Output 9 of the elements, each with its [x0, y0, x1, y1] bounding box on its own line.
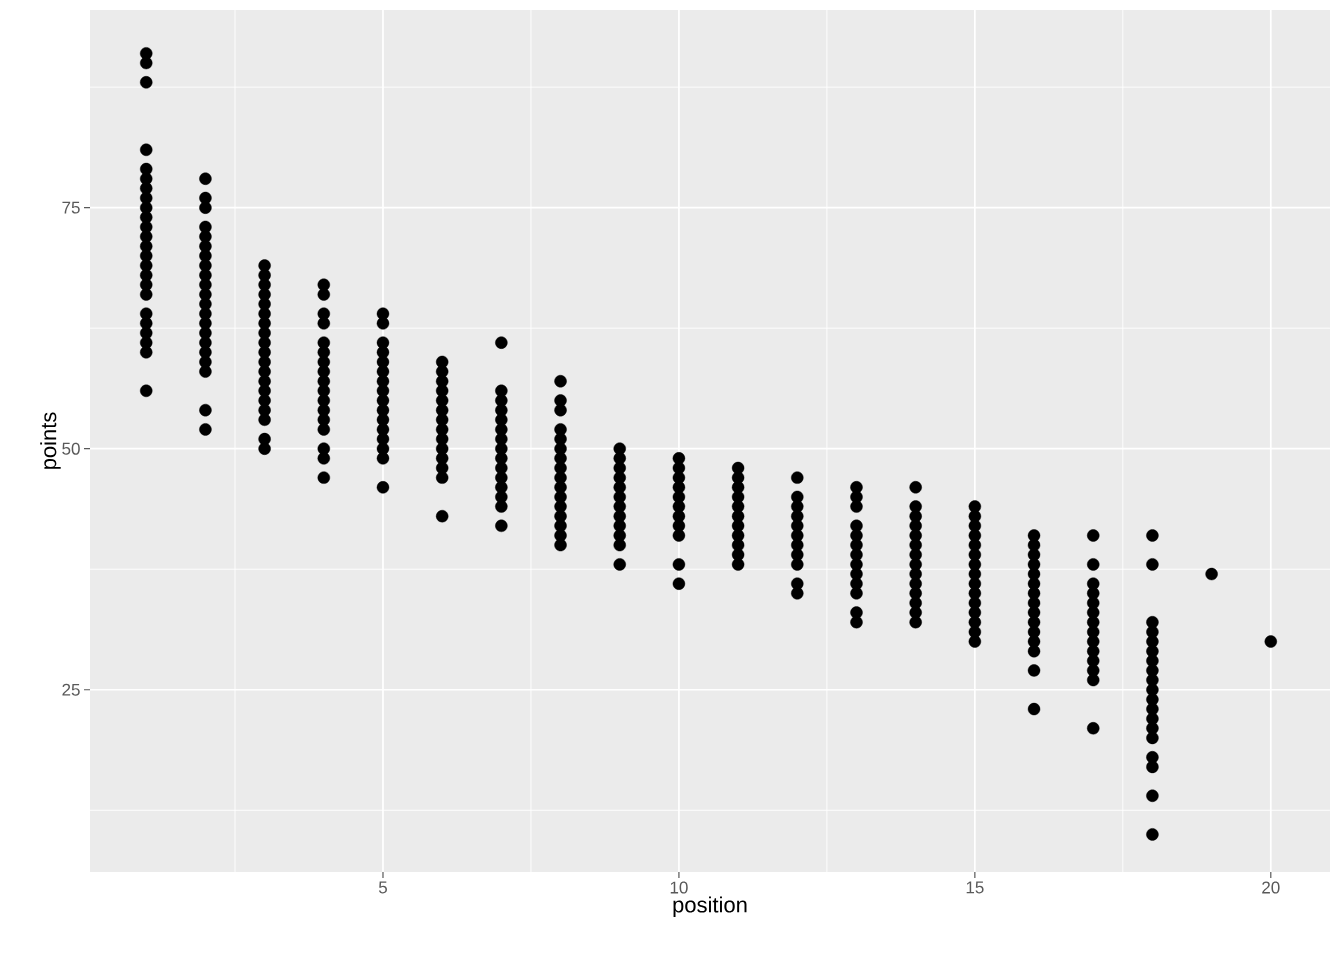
- x-tick-label: 5: [378, 881, 387, 894]
- x-tick-label: 20: [1262, 881, 1280, 894]
- x-axis-title: position: [673, 896, 747, 917]
- y-axis-title: points: [40, 412, 61, 469]
- x-tick-label: 15: [966, 881, 984, 894]
- y-tick-label: 50: [62, 442, 80, 455]
- y-tick-label: 75: [62, 201, 80, 214]
- x-tick-label: 10: [670, 881, 688, 894]
- y-tick-label: 25: [62, 683, 80, 696]
